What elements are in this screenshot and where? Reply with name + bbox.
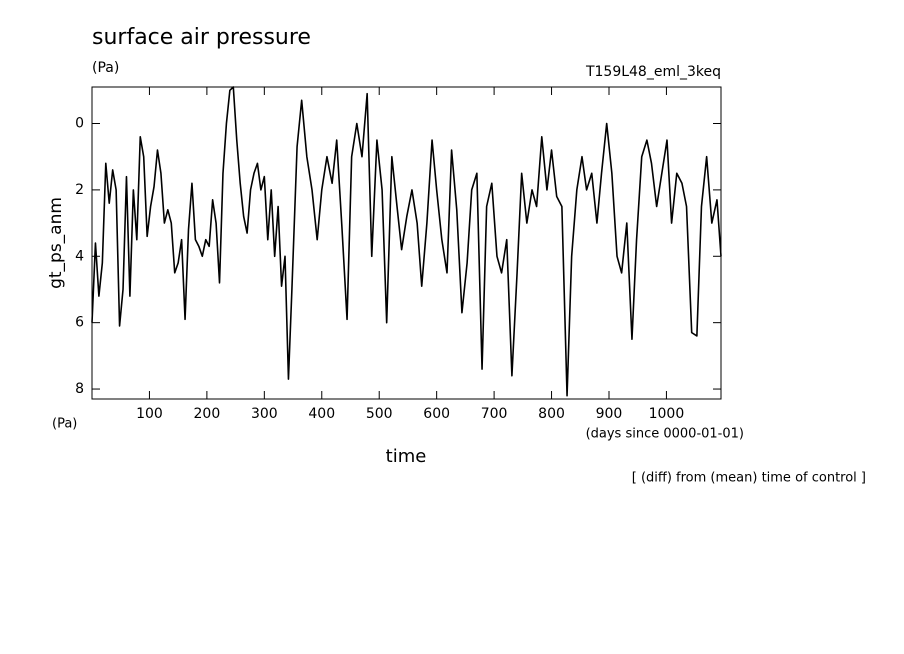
x-axis-label: time bbox=[386, 446, 427, 467]
y-tick-label: 2 bbox=[75, 182, 84, 198]
y-tick-label: 8 bbox=[75, 381, 84, 397]
plot-frame bbox=[91, 86, 722, 400]
x-tick-label: 1000 bbox=[649, 406, 685, 422]
x-tick-label: 300 bbox=[251, 406, 278, 422]
x-tick-label: 400 bbox=[308, 406, 335, 422]
y-tick-label: 6 bbox=[75, 315, 84, 331]
y-tick-label: 4 bbox=[75, 248, 84, 264]
x-tick-label: 100 bbox=[136, 406, 163, 422]
run-label: T159L48_eml_3keq bbox=[585, 64, 721, 80]
x-tick-label: 900 bbox=[596, 406, 623, 422]
x-units: (days since 0000-01-01) bbox=[586, 427, 744, 442]
y-axis-label: gt_ps_anm bbox=[46, 197, 66, 289]
x-tick-label: 600 bbox=[423, 406, 450, 422]
x-tick-label: 500 bbox=[366, 406, 393, 422]
y-units: (Pa) bbox=[52, 417, 77, 432]
data-line bbox=[91, 86, 722, 397]
x-tick-label: 800 bbox=[538, 406, 565, 422]
units: (Pa) bbox=[92, 60, 119, 76]
note: [ (diff) from (mean) time of control ] bbox=[632, 471, 866, 486]
x-tick-label: 200 bbox=[194, 406, 221, 422]
chart-title: surface air pressure bbox=[92, 25, 311, 50]
x-tick-label: 700 bbox=[481, 406, 508, 422]
y-tick-label: 0 bbox=[75, 116, 84, 132]
